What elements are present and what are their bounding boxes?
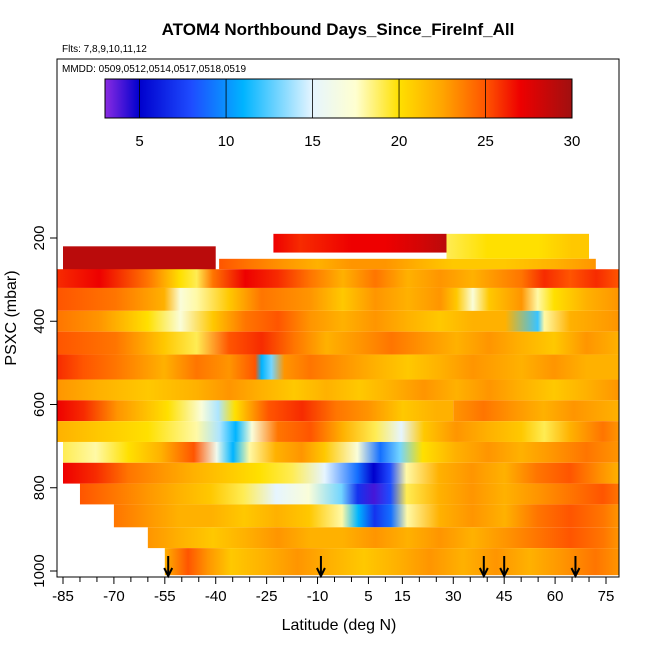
x-tick-label: 15 <box>394 588 411 605</box>
x-tick-label: 30 <box>445 588 462 605</box>
heatmap-layers <box>57 233 619 576</box>
colorbar-tick-label: 5 <box>135 133 143 150</box>
down-arrow-icon <box>478 556 489 579</box>
heatmap-layer <box>57 310 619 332</box>
heatmap-layer <box>57 379 619 401</box>
heatmap-layer <box>63 462 619 484</box>
down-arrow-icon <box>570 556 581 579</box>
x-tick-label: 45 <box>496 588 513 605</box>
heatmap-layer <box>57 421 619 442</box>
x-tick-label: -55 <box>154 588 176 605</box>
dates-note: MMDD: 0509,0512,0514,0517,0518,0519 <box>62 64 246 75</box>
colorbar-tick-label: 25 <box>477 133 494 150</box>
colorbar-gradient <box>104 78 573 119</box>
y-axis: 200 400 600 800 1000 <box>31 225 57 588</box>
x-tick-label: 60 <box>547 588 564 605</box>
x-tick-label: -70 <box>103 588 125 605</box>
flights-note: Flts: 7,8,9,10,11,12 <box>62 44 147 55</box>
heatmap-layer <box>57 400 454 422</box>
y-tick-label: 800 <box>31 475 48 500</box>
heatmap-layer <box>63 441 619 463</box>
heatmap-layer <box>147 527 619 549</box>
x-tick-label: 75 <box>598 588 615 605</box>
heatmap-layer <box>57 354 619 380</box>
x-tick-label: -10 <box>307 588 329 605</box>
colorbar-tick-label: 15 <box>304 133 321 150</box>
x-axis: -85 -70 -55 -40 -25 -10 5 15 30 45 60 75 <box>52 577 614 605</box>
plot-frame <box>56 58 620 578</box>
x-tick-label: -25 <box>256 588 278 605</box>
colorbar-tick-label: 30 <box>564 133 581 150</box>
x-tick-label: -85 <box>52 588 74 605</box>
y-tick-label: 1000 <box>31 554 48 587</box>
heatmap-layer <box>57 269 619 288</box>
colorbar: 5 10 15 20 25 30 <box>104 78 581 150</box>
y-axis-label: PSXC (mbar) <box>3 270 20 365</box>
arrow-markers <box>163 556 581 579</box>
colorbar-tick-label: 10 <box>218 133 235 150</box>
x-tick-label: 5 <box>364 588 372 605</box>
heatmap-layer <box>113 504 619 528</box>
heatmap-layer <box>453 400 619 422</box>
x-axis-label: Latitude (deg N) <box>282 617 397 634</box>
y-tick-label: 200 <box>31 225 48 250</box>
down-arrow-icon <box>163 556 174 579</box>
heatmap-layer <box>57 331 619 355</box>
heatmap-layer <box>219 258 596 270</box>
down-arrow-icon <box>316 556 326 579</box>
heatmap-layer <box>164 548 619 576</box>
y-tick-label: 400 <box>31 309 48 334</box>
heatmap-layer <box>57 287 619 311</box>
chart-title: ATOM4 Northbound Days_Since_FireInf_All <box>162 20 515 39</box>
heatmap-layer <box>446 233 590 259</box>
colorbar-tick-label: 20 <box>391 133 408 150</box>
heatmap-layer <box>79 483 619 505</box>
x-tick-label: -40 <box>205 588 227 605</box>
y-tick-label: 600 <box>31 392 48 417</box>
heatmap-layer <box>273 233 447 253</box>
down-arrow-icon <box>499 556 510 579</box>
heatmap-layer <box>63 246 216 274</box>
